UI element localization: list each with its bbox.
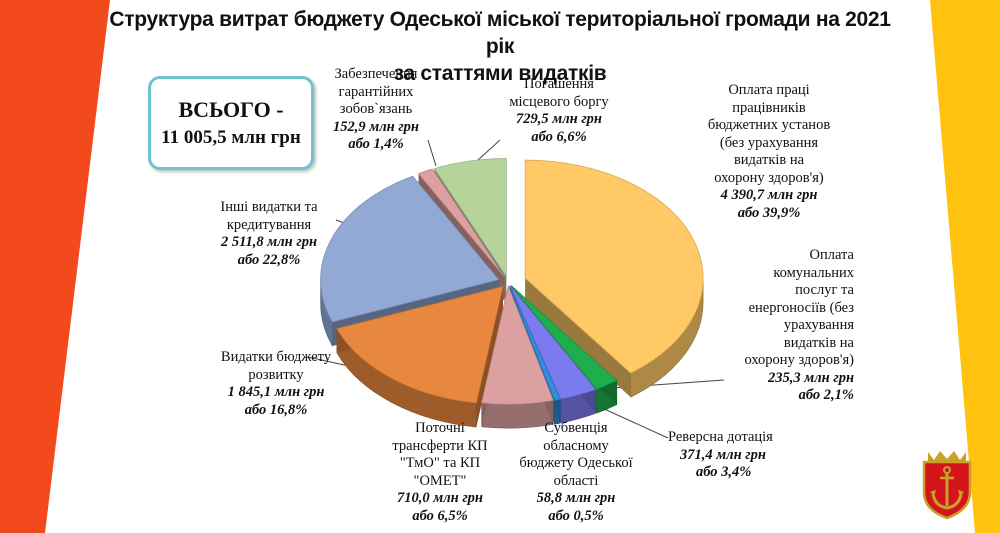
slice-label-4-line3: "ОМЕТ" [413, 472, 467, 489]
total-label: ВСЬОГО - [178, 97, 284, 122]
slice-label-7-line1: гарантійних [338, 83, 414, 100]
slice-label-3-line1: обласному [543, 437, 609, 454]
slice-label-1-line3: енергоносіїв (без [748, 299, 854, 316]
slice-value-6: 2 511,8 млн грн [220, 234, 318, 250]
slice-label-8: Погашення місцевого боргу 729,5 млн грн … [474, 76, 644, 146]
slice-pct-5: або 16,8% [244, 401, 308, 418]
slice-label-1-line4: урахування [783, 317, 854, 333]
city-emblem [922, 451, 972, 520]
slice-pct-7: або 1,4% [348, 136, 404, 152]
leader-line-guarantees [427, 139, 437, 167]
slice-label-8-line0: Погашення [524, 76, 594, 92]
slice-label-3-line3: області [553, 472, 599, 489]
slice-value-7: 152,9 млн грн [333, 118, 419, 135]
slice-label-4: Поточні трансферти КП "ТмО" та КП "ОМЕТ"… [370, 420, 510, 525]
slice-label-0-line3: (без урахування [719, 134, 819, 151]
pie-slice-6 [320, 175, 500, 323]
slice-value-0: 4 390,7 млн грн [720, 187, 818, 203]
slice-value-3: 58,8 млн грн [536, 490, 616, 506]
slice-value-1: 235,3 млн грн [768, 369, 854, 386]
slice-pct-3: або 0,5% [548, 507, 604, 524]
chart-title-line2: за статтями видатків [393, 62, 607, 85]
slice-label-7-line0: Забезпечення [334, 66, 418, 82]
slice-label-0-line1: працівників [732, 99, 806, 116]
slice-label-6-line1: кредитування [226, 216, 312, 233]
pie-slice-2 [509, 285, 597, 400]
pie-slice-1 [510, 285, 618, 390]
pie-slice-edge-0-1 [525, 278, 631, 398]
slice-label-7-line2: зобов`язань [339, 101, 413, 117]
slice-label-1-line1: комунальних [773, 264, 854, 281]
slice-label-0: Оплата праці працівників бюджетних устан… [664, 82, 874, 222]
slice-label-0-line2: бюджетних установ [707, 117, 831, 133]
slice-label-6-line0: Інші видатки та [220, 199, 318, 215]
slice-label-3-line2: бюджету Одеської [519, 455, 633, 471]
slice-pct-0: або 39,9% [737, 204, 801, 221]
slice-label-3: Субвенція обласному бюджету Одеської обл… [506, 420, 646, 525]
total-value: 11 005,5 млн грн [161, 127, 301, 148]
pie-slice-8 [433, 158, 507, 278]
slice-label-1-line2: послуг та [795, 282, 854, 298]
slice-label-4-line2: "ТмО" та КП [399, 455, 481, 471]
slice-pct-2: або 3,4% [696, 464, 752, 480]
slice-label-7: Забезпечення гарантійних зобов`язань 152… [306, 66, 446, 154]
slice-label-3-line0: Субвенція [544, 420, 608, 436]
slice-label-4-line0: Поточні [415, 420, 465, 436]
slice-pct-6: або 22,8% [237, 251, 301, 268]
chart-title: Структура витрат бюджету Одеської місько… [100, 6, 900, 87]
slice-pct-1: або 2,1% [798, 387, 854, 403]
pie-slice-edge-5-0 [476, 286, 503, 428]
slice-pct-8: або 6,6% [531, 128, 587, 145]
slice-value-2: 371,4 млн грн [680, 446, 766, 463]
pie-slice-4 [481, 284, 554, 405]
slice-pct-4: або 6,5% [412, 507, 468, 524]
slice-label-1-line6: охорону здоров'я) [744, 352, 854, 368]
slice-label-0-line0: Оплата праці [728, 82, 810, 98]
pie-slice-0 [524, 159, 704, 374]
right-yellow-band [930, 0, 1000, 533]
slice-label-1-line0: Оплата [809, 247, 854, 263]
slice-label-5-line0: Видатки бюджету [220, 349, 332, 365]
slice-value-5: 1 845,1 млн грн [227, 384, 325, 400]
slice-label-2: Реверсна дотація 371,4 млн грн або 3,4% [668, 429, 828, 482]
slice-label-4-line1: трансферти КП [392, 437, 488, 454]
slice-label-0-line5: охорону здоров'я) [714, 169, 824, 186]
slice-label-5-line1: розвитку [248, 366, 304, 383]
slice-value-4: 710,0 млн грн [397, 490, 483, 506]
pie-slice-3 [509, 285, 561, 401]
slice-value-8: 729,5 млн грн [516, 111, 602, 127]
chart-title-line1: Структура витрат бюджету Одеської місько… [109, 8, 891, 58]
slice-label-1-line5: видатків на [783, 334, 854, 351]
leader-line-debt [477, 139, 501, 161]
slice-label-2-line0: Реверсна дотація [668, 429, 773, 445]
pie-slice-7 [417, 168, 505, 278]
slice-label-0-line4: видатків на [733, 152, 805, 168]
slice-label-6: Інші видатки та кредитування 2 511,8 млн… [196, 199, 342, 269]
pie-slice-5 [336, 285, 504, 404]
slice-label-5: Видатки бюджету розвитку 1 845,1 млн грн… [196, 349, 356, 419]
total-box: ВСЬОГО - 11 005,5 млн грн [148, 76, 314, 170]
left-orange-band [0, 0, 110, 533]
slice-label-8-line1: місцевого боргу [509, 93, 609, 110]
slice-label-1: Оплата комунальних послуг та енергоносії… [668, 247, 854, 405]
